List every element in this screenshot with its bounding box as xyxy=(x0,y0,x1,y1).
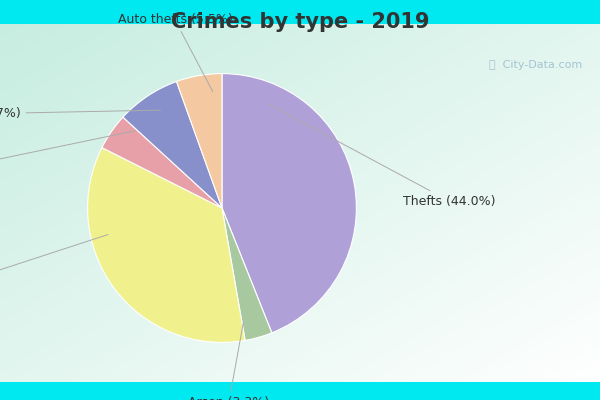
Text: Rapes (4.4%): Rapes (4.4%) xyxy=(0,131,136,177)
Text: ⓘ  City-Data.com: ⓘ City-Data.com xyxy=(489,60,582,70)
Text: Assaults (7.7%): Assaults (7.7%) xyxy=(0,108,160,120)
Wedge shape xyxy=(102,117,222,208)
Wedge shape xyxy=(176,74,222,208)
Wedge shape xyxy=(222,208,272,340)
Wedge shape xyxy=(88,148,245,342)
Wedge shape xyxy=(123,82,222,208)
Text: Auto thefts (5.5%): Auto thefts (5.5%) xyxy=(118,13,232,92)
Text: Thefts (44.0%): Thefts (44.0%) xyxy=(267,103,496,208)
Text: Burglaries (35.2%): Burglaries (35.2%) xyxy=(0,234,108,302)
Text: Crimes by type - 2019: Crimes by type - 2019 xyxy=(171,12,429,32)
Wedge shape xyxy=(222,74,356,333)
Text: Arson (3.3%): Arson (3.3%) xyxy=(188,323,269,400)
